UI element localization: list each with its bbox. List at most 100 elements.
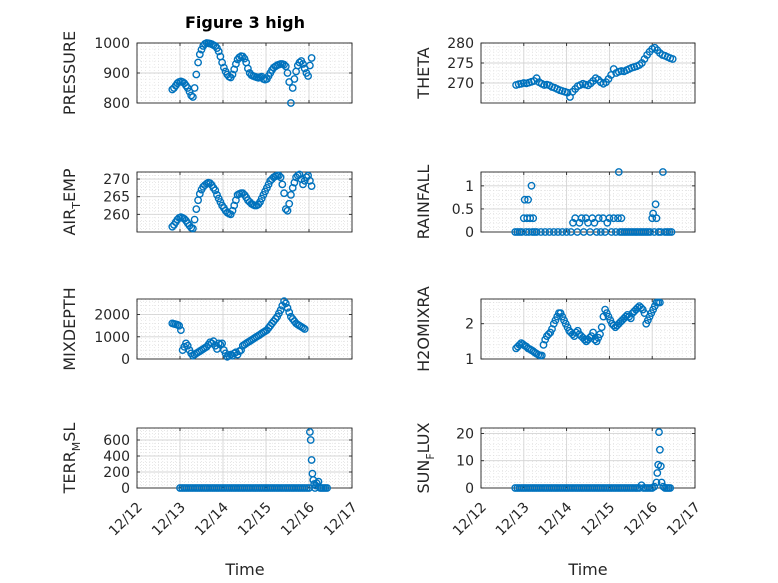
y-tick-label: 0.5 [452, 202, 474, 218]
subplot-mixdepth: 0 1000 2000 MIXDEPTH [60, 287, 353, 371]
data-points [176, 428, 331, 492]
data-point [558, 228, 567, 236]
data-point [585, 333, 594, 342]
data-point [307, 182, 316, 191]
y-tick-label: 900 [103, 66, 130, 82]
data-point [541, 228, 550, 236]
axes-box [136, 298, 353, 360]
x-tick-label: 12/14 [192, 499, 232, 539]
data-point [176, 326, 185, 334]
y-tick-label: 20 [456, 426, 474, 442]
y-tick-label: 400 [103, 449, 130, 465]
axes-box [480, 298, 696, 360]
data-point [214, 47, 223, 56]
data-point [650, 482, 659, 491]
y-tick-label: 260 [103, 207, 130, 223]
data-point [214, 339, 223, 348]
data-point [532, 228, 541, 236]
y-tick-label: 1 [465, 352, 474, 368]
y-tick-label: 280 [447, 36, 474, 52]
data-point [614, 168, 623, 176]
data-point [213, 190, 221, 199]
axes-box [480, 171, 696, 233]
data-point [283, 206, 292, 215]
data-point [231, 60, 240, 68]
data-point [305, 428, 314, 436]
data-point [194, 58, 203, 67]
y-tick-label: 1 [465, 179, 474, 195]
x-tick-label: 12/15 [578, 500, 618, 540]
data-point [286, 190, 295, 199]
data-point [257, 194, 266, 203]
data-point [609, 321, 618, 330]
data-point [276, 306, 285, 314]
data-points [168, 39, 316, 107]
data-point [520, 195, 529, 204]
axes-box [480, 42, 696, 104]
axes-box [136, 427, 353, 489]
figure-title: Figure 3 high [185, 13, 305, 32]
data-point [562, 228, 571, 236]
y-tick-label: 1000 [94, 36, 130, 52]
data-point [607, 228, 616, 236]
y-axis-label: AIRTEMP [60, 168, 83, 235]
y-axis-label: PRESSURE [60, 31, 79, 115]
data-point [323, 484, 331, 492]
data-point [243, 64, 252, 73]
data-point [545, 228, 554, 236]
data-point [188, 93, 197, 101]
data-point [218, 58, 227, 67]
y-tick-label: 600 [103, 433, 130, 449]
x-axis-label-left: Time [224, 560, 264, 579]
data-point [621, 312, 630, 321]
data-point [525, 228, 533, 236]
subplot-sun-flux: 0 10 20 12/12 12/13 12/14 12/15 12/16 12/17 SUNFL… [414, 422, 704, 539]
data-point [285, 308, 294, 317]
data-point [529, 214, 538, 223]
data-point [668, 55, 677, 63]
data-point [652, 214, 661, 223]
y-tick-label: 2000 [94, 308, 130, 324]
x-tick-label: 12/12 [450, 500, 490, 540]
data-point [305, 61, 314, 70]
data-point [517, 228, 526, 236]
y-axis-label: H2OMIXRA [414, 286, 433, 372]
data-point [544, 330, 553, 339]
data-point [596, 228, 605, 236]
data-point [617, 214, 626, 223]
axes-box [136, 171, 353, 233]
data-point [659, 168, 667, 176]
data-point [577, 214, 586, 223]
data-point [554, 228, 562, 236]
x-axis-label-right: Time [567, 560, 607, 579]
x-tick-label: 12/16 [621, 499, 661, 539]
data-point [558, 312, 567, 321]
data-point [637, 303, 645, 312]
data-point [281, 205, 290, 214]
data-point [592, 228, 601, 236]
data-point [597, 323, 606, 332]
data-point [596, 330, 604, 339]
data-point [216, 340, 225, 349]
data-point [300, 325, 309, 333]
data-point [537, 228, 545, 236]
data-point [590, 218, 599, 227]
data-point [527, 181, 536, 190]
x-tick-label: 12/17 [321, 500, 361, 540]
data-point [288, 84, 297, 92]
data-point [656, 445, 664, 454]
y-tick-label: 1000 [94, 330, 130, 346]
x-tick-label: 12/14 [536, 499, 576, 539]
y-axis-label: SUNFLUX [414, 422, 437, 493]
subplot-pressure: 800 900 1000 PRESSURE [60, 31, 353, 115]
y-axis-label: THETA [414, 47, 433, 99]
axes-box [480, 427, 696, 489]
y-tick-label: 0 [121, 352, 130, 368]
data-point [285, 199, 294, 208]
data-point [667, 228, 676, 236]
data-point [190, 84, 199, 92]
data-point [295, 170, 304, 179]
